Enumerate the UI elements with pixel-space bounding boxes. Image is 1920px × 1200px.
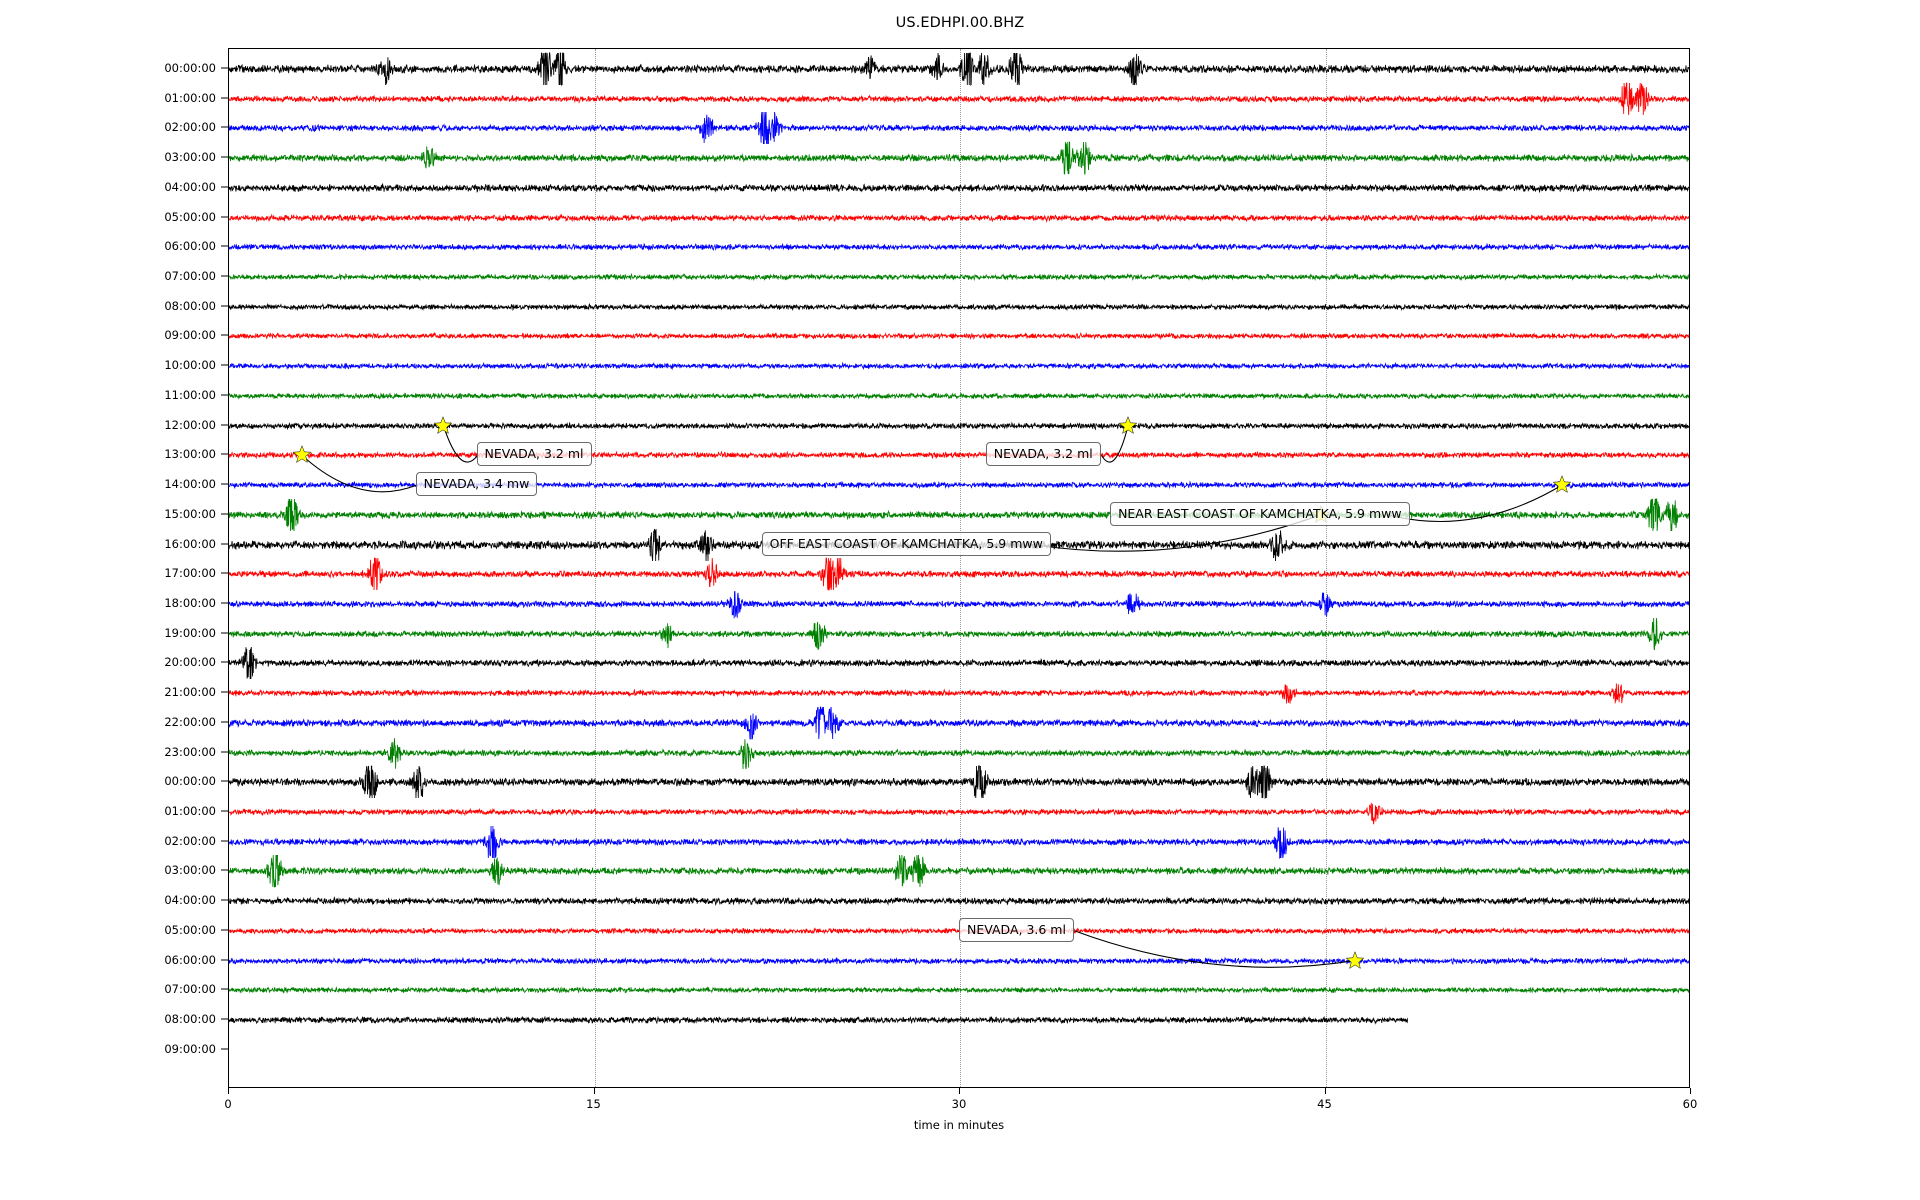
x-tick-label-60: 60: [1682, 1097, 1698, 1111]
y-tick-mark-19: [221, 632, 228, 634]
annotation-ev-nevada-32-b[interactable]: NEVADA, 3.2 ml: [985, 442, 1101, 467]
y-tick-mark-30: [221, 959, 228, 961]
y-tick-label-26: 02:00:00: [164, 833, 216, 848]
y-tick-label-13: 13:00:00: [164, 447, 216, 462]
y-tick-label-32: 08:00:00: [164, 1012, 216, 1027]
y-tick-label-21: 21:00:00: [164, 685, 216, 700]
y-tick-mark-4: [221, 186, 228, 188]
y-tick-label-29: 05:00:00: [164, 922, 216, 937]
x-tick-label-45: 45: [1317, 1097, 1332, 1111]
y-tick-label-16: 16:00:00: [164, 536, 216, 551]
y-tick-mark-7: [221, 275, 228, 277]
x-tick-mark-15: [593, 1088, 595, 1094]
y-tick-label-6: 06:00:00: [164, 239, 216, 254]
annotation-ev-nevada-36[interactable]: NEVADA, 3.6 ml: [959, 917, 1074, 942]
plot-title: US.EDHPI.00.BHZ: [895, 15, 1025, 31]
y-tick-label-7: 07:00:00: [164, 269, 216, 284]
y-tick-label-8: 08:00:00: [164, 298, 216, 313]
annotation-ev-kamchatka-near[interactable]: NEAR EAST COAST OF KAMCHATKA, 5.9 mww: [1110, 501, 1410, 526]
y-tick-label-22: 22:00:00: [164, 714, 216, 729]
y-tick-label-25: 01:00:00: [164, 804, 216, 818]
y-tick-label-23: 23:00:00: [164, 744, 216, 759]
y-tick-mark-33: [221, 1048, 228, 1050]
x-tick-mark-30: [959, 1088, 960, 1094]
y-tick-mark-15: [221, 513, 228, 515]
y-tick-label-33: 09:00:00: [164, 1041, 216, 1056]
y-tick-mark-23: [221, 751, 228, 753]
y-tick-label-1: 01:00:00: [164, 90, 216, 105]
y-tick-mark-13: [221, 453, 228, 455]
y-tick-mark-2: [221, 126, 228, 128]
y-tick-mark-22: [221, 721, 228, 723]
y-tick-mark-1: [221, 97, 228, 99]
y-tick-mark-14: [221, 483, 228, 485]
y-tick-label-0: 00:00:00: [164, 61, 216, 75]
event-star-icon-ev-kamchatka-near: [1552, 475, 1572, 495]
y-tick-mark-8: [221, 305, 228, 307]
y-tick-label-10: 10:00:00: [164, 358, 216, 373]
y-tick-mark-10: [221, 364, 228, 366]
x-tick-mark-0: [228, 1088, 229, 1094]
y-tick-mark-28: [221, 899, 228, 901]
y-tick-mark-5: [221, 216, 228, 218]
y-tick-label-30: 06:00:00: [164, 952, 216, 967]
trace-row-32: [229, 1003, 1409, 1037]
y-tick-label-9: 09:00:00: [164, 328, 216, 343]
y-tick-mark-24: [221, 780, 228, 782]
annotation-ev-nevada-32-a[interactable]: NEVADA, 3.2 ml: [476, 442, 592, 467]
y-tick-label-28: 04:00:00: [164, 893, 216, 908]
annotation-ev-nevada-34[interactable]: NEVADA, 3.4 mw: [415, 472, 538, 497]
y-tick-mark-26: [221, 840, 228, 842]
y-tick-label-4: 04:00:00: [164, 179, 216, 194]
plot-area: [228, 48, 1690, 1088]
leader-line-ev-nevada-34: [301, 454, 417, 493]
y-tick-label-3: 03:00:00: [164, 150, 216, 165]
y-tick-label-20: 20:00:00: [164, 655, 216, 670]
x-tick-mark-45: [1324, 1088, 1326, 1094]
y-tick-label-5: 05:00:00: [164, 209, 216, 224]
y-tick-mark-31: [221, 988, 228, 990]
y-tick-mark-27: [221, 869, 228, 871]
y-tick-label-11: 11:00:00: [164, 387, 216, 402]
y-tick-label-24: 00:00:00: [164, 774, 216, 789]
y-tick-label-19: 19:00:00: [164, 625, 216, 640]
y-tick-label-12: 12:00:00: [164, 417, 216, 432]
y-tick-mark-11: [221, 394, 228, 396]
y-tick-mark-21: [221, 691, 228, 693]
y-tick-mark-16: [221, 543, 228, 545]
x-axis-title: time in minutes: [913, 1118, 1005, 1132]
y-tick-label-27: 03:00:00: [164, 863, 216, 878]
y-tick-mark-25: [221, 810, 228, 812]
y-tick-label-18: 18:00:00: [164, 595, 216, 610]
y-tick-label-31: 07:00:00: [164, 982, 216, 997]
y-tick-mark-18: [221, 602, 228, 604]
x-tick-mark-60: [1690, 1088, 1691, 1094]
gridline-45: [1325, 49, 1327, 1087]
y-tick-mark-12: [221, 424, 228, 426]
y-tick-mark-32: [221, 1018, 228, 1020]
y-tick-mark-0: [221, 67, 228, 69]
y-tick-mark-17: [221, 572, 228, 574]
y-tick-mark-20: [221, 661, 228, 663]
annotation-ev-kamchatka-off[interactable]: OFF EAST COAST OF KAMCHATKA, 5.9 mww: [761, 531, 1051, 556]
event-star-icon-ev-nevada-32-b: [1118, 415, 1138, 436]
y-tick-mark-9: [221, 334, 228, 336]
x-tick-label-0: 0: [224, 1097, 232, 1111]
y-tick-mark-29: [221, 929, 228, 931]
x-tick-label-30: 30: [951, 1097, 967, 1111]
leader-line-ev-nevada-36: [1074, 930, 1355, 968]
x-tick-label-15: 15: [586, 1097, 601, 1111]
y-tick-label-2: 02:00:00: [164, 120, 216, 135]
event-star-icon-ev-nevada-32-a: [433, 415, 453, 436]
y-tick-label-17: 17:00:00: [164, 566, 216, 581]
gridline-15: [594, 49, 596, 1087]
y-tick-label-15: 15:00:00: [164, 506, 216, 521]
event-star-icon-ev-nevada-34: [292, 445, 312, 465]
y-tick-mark-3: [221, 156, 228, 158]
event-star-icon-ev-nevada-36: [1345, 950, 1365, 971]
y-tick-mark-6: [221, 245, 228, 247]
y-tick-label-14: 14:00:00: [164, 477, 216, 492]
leader-line-ev-kamchatka-near: [1387, 484, 1563, 523]
